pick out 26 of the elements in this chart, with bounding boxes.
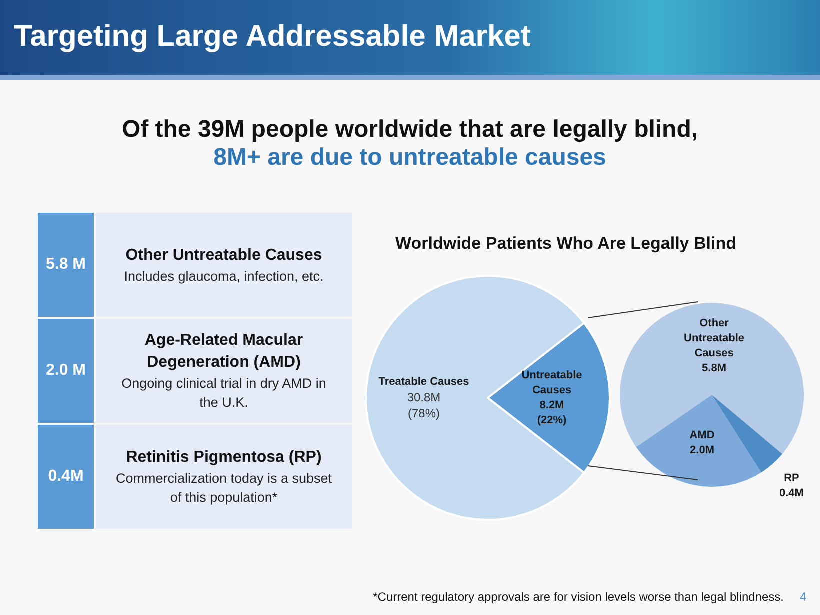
data-label: 8.2M: [540, 400, 564, 412]
text: 0.4M: [48, 468, 84, 485]
category-label: Age-Related Macular Degeneration (AMD): [144, 331, 304, 373]
slice-label: Other Untreatable Causes: [684, 318, 745, 360]
data-label: 5.8M: [702, 362, 727, 375]
text: Targeting Large Addressable Market: [14, 20, 531, 54]
text: Of the 39M people worldwide that are legally blind, 8M+ are due to untreatable causes: [120, 116, 700, 172]
chart-title: Worldwide Patients Who Are Legally Blind: [394, 234, 738, 254]
text: Commercialization today is a subset of this population*: [114, 470, 334, 507]
category-label: Retinitis Pigmentosa (RP): [126, 448, 322, 468]
text: (78%): [408, 406, 440, 420]
text: (22%): [537, 414, 567, 426]
text: 2.0 M: [46, 362, 86, 379]
text: 4: [800, 590, 807, 604]
data-label: 2.0M: [690, 444, 714, 457]
category-label: Other Untreatable Causes: [126, 246, 322, 266]
slice-label: Treatable Causes: [378, 376, 470, 388]
text: 5.8 M: [46, 256, 86, 273]
slice-label: Untreatable Causes: [522, 370, 582, 396]
data-label: 0.4M: [780, 488, 804, 500]
text: Includes glaucoma, infection, etc.: [124, 268, 324, 286]
text: Ongoing clinical trial in dry AMD in the U.K.: [120, 375, 328, 412]
data-label: 30.8M: [407, 390, 441, 404]
slice-label: AMD: [690, 430, 715, 442]
text: *Current regulatory approvals are for vision levels worse than legal blindness.: [373, 590, 784, 604]
slice-label: RP: [784, 472, 800, 485]
